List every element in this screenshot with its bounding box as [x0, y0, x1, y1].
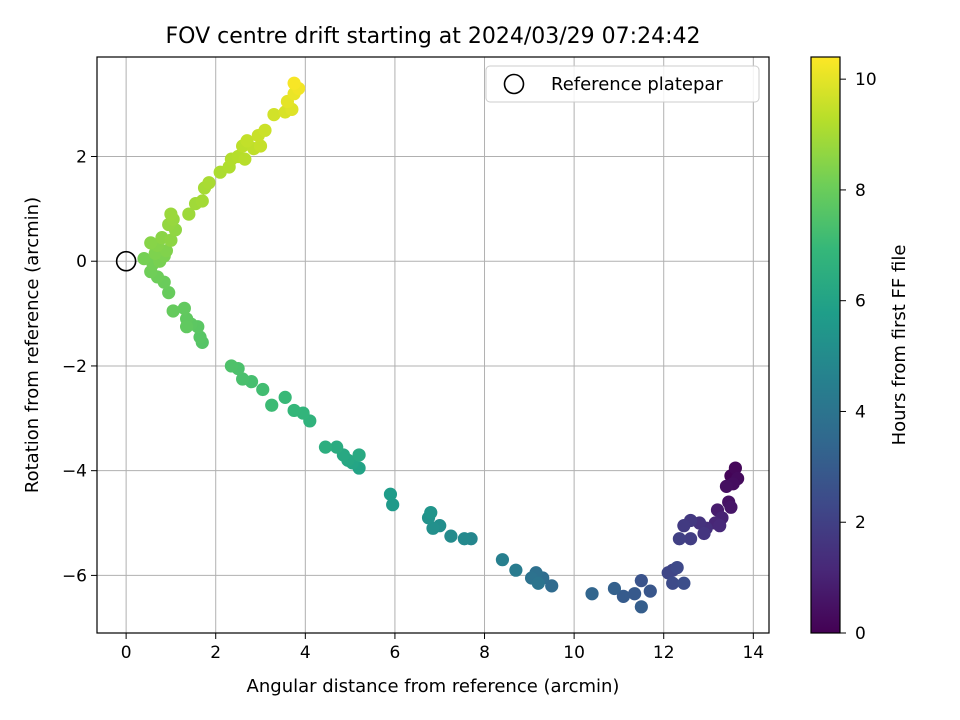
data-point	[697, 526, 711, 541]
data-point	[330, 440, 344, 454]
data-point	[495, 553, 510, 567]
data-point	[531, 576, 545, 590]
data-point	[287, 76, 301, 90]
data-point	[253, 139, 268, 153]
legend: Reference platepar	[485, 65, 760, 103]
data-point	[672, 532, 687, 546]
data-point	[607, 581, 622, 596]
data-point	[166, 304, 180, 318]
data-point	[287, 403, 301, 418]
data-point	[144, 236, 158, 250]
data-point	[265, 398, 279, 412]
data-point	[444, 529, 458, 543]
axis-ticks: 0 2 4 6 8 10 12 14 −6 −4 −2 0 2	[62, 147, 764, 663]
data-point	[728, 461, 743, 475]
data-point	[628, 587, 642, 601]
data-point	[719, 479, 734, 493]
colorbar-tick-label: 10	[855, 70, 877, 90]
data-point	[426, 521, 440, 535]
data-point	[457, 532, 471, 546]
x-tick-label: 0	[121, 643, 132, 663]
data-point	[258, 123, 272, 137]
data-point	[713, 519, 727, 533]
data-point	[236, 372, 250, 386]
y-tick-label: −4	[62, 462, 87, 482]
chart-title: FOV centre drift starting at 2024/03/29 …	[166, 24, 701, 49]
x-tick-label: 4	[300, 643, 311, 663]
data-point	[509, 563, 523, 577]
data-point	[238, 152, 252, 166]
x-tick-label: 14	[742, 643, 764, 663]
colorbar-tick-label: 4	[855, 402, 866, 422]
data-point	[670, 560, 684, 575]
data-point	[182, 207, 196, 221]
data-point	[164, 207, 178, 221]
data-point	[643, 584, 657, 598]
colorbar-label: Hours from first FF file	[889, 245, 910, 446]
data-point	[677, 576, 691, 590]
data-point	[318, 440, 333, 454]
y-tick-label: −2	[62, 357, 87, 377]
x-tick-label: 2	[210, 643, 221, 663]
data-point	[177, 301, 191, 315]
legend-open-circle-marker	[503, 73, 525, 95]
colorbar	[810, 56, 841, 634]
data-point	[545, 579, 559, 593]
data-point	[278, 390, 292, 404]
y-tick-label: 0	[76, 252, 87, 272]
colorbar-tick-label: 6	[855, 292, 866, 312]
data-point	[383, 487, 398, 501]
x-tick-label: 10	[563, 643, 585, 663]
y-tick-label: 2	[76, 147, 87, 167]
data-point	[240, 134, 254, 148]
data-point	[386, 498, 400, 512]
data-point	[256, 382, 270, 397]
data-point	[585, 587, 599, 601]
colorbar-tick-label: 8	[855, 181, 866, 201]
legend-label: Reference platepar	[551, 74, 723, 95]
plot-frame	[96, 56, 770, 634]
data-points	[137, 76, 745, 614]
colorbar-tick-label: 0	[855, 624, 866, 644]
data-point	[180, 320, 194, 334]
y-axis-label: Rotation from reference (arcmin)	[22, 197, 43, 493]
data-point	[616, 589, 631, 603]
data-point	[193, 330, 207, 344]
colorbar-tick-label: 2	[855, 513, 866, 533]
data-point	[195, 194, 209, 208]
data-point	[634, 600, 648, 614]
data-point	[666, 576, 680, 590]
x-tick-label: 8	[479, 643, 490, 663]
data-point	[224, 359, 238, 373]
data-point	[202, 176, 216, 190]
data-point	[724, 500, 738, 514]
legend-box	[485, 65, 760, 103]
grid	[97, 57, 769, 633]
x-axis-label: Angular distance from reference (arcmin)	[247, 676, 620, 697]
reference-platepar-marker	[115, 250, 137, 272]
x-tick-label: 12	[653, 643, 675, 663]
data-point	[424, 505, 438, 520]
data-point	[352, 448, 366, 462]
data-point	[634, 574, 648, 588]
data-point	[162, 286, 176, 300]
data-point	[677, 519, 691, 533]
data-point	[684, 532, 698, 546]
y-tick-label: −6	[62, 566, 87, 586]
data-point	[164, 233, 178, 247]
data-point	[267, 108, 281, 122]
x-tick-label: 6	[390, 643, 401, 663]
colorbar-ticks: 0 2 4 6 8 10	[840, 70, 877, 644]
data-point	[137, 252, 151, 266]
